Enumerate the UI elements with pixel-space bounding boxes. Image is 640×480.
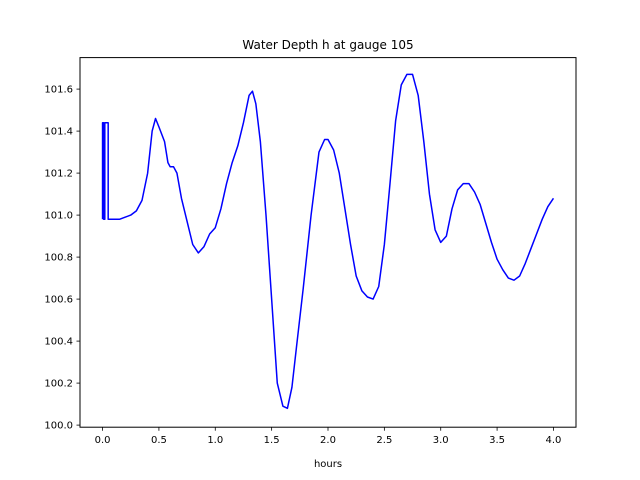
- y-tick-label: 100.2: [44, 379, 73, 390]
- x-axis: 0.0 0.5 1.0 1.5 2.0 2.5 3.0 3.5 4.0: [95, 427, 562, 446]
- y-axis: 100.0 100.2 100.4 100.6 100.8 101.0 101.2 101.4…: [44, 85, 80, 432]
- plot-frame: [79, 57, 577, 428]
- x-tick-label: 2.0: [320, 435, 336, 446]
- chart-title: Water Depth h at gauge 105: [242, 38, 413, 52]
- series-line-0: [101, 73, 555, 410]
- x-tick-label: 0.5: [151, 435, 167, 446]
- y-tick-label: 101.0: [44, 211, 73, 222]
- y-tick-label: 100.0: [44, 421, 73, 432]
- y-tick-label: 101.6: [44, 85, 73, 96]
- y-tick-label: 101.4: [44, 127, 73, 138]
- y-tick-label: 101.2: [44, 169, 73, 180]
- plot-background: [80, 57, 576, 428]
- y-tick-label: 100.4: [44, 337, 73, 348]
- x-tick-label: 3.0: [433, 435, 449, 446]
- x-tick-label: 0.0: [95, 435, 111, 446]
- x-tick-label: 1.0: [207, 435, 223, 446]
- y-tick-label: 100.8: [44, 253, 73, 264]
- x-axis-label: hours: [314, 459, 342, 470]
- x-tick-label: 3.5: [489, 435, 505, 446]
- x-tick-label: 4.0: [546, 435, 562, 446]
- x-tick-label: 1.5: [264, 435, 280, 446]
- y-tick-label: 100.6: [44, 295, 73, 306]
- plot-area: [80, 57, 576, 428]
- x-tick-label: 2.5: [376, 435, 392, 446]
